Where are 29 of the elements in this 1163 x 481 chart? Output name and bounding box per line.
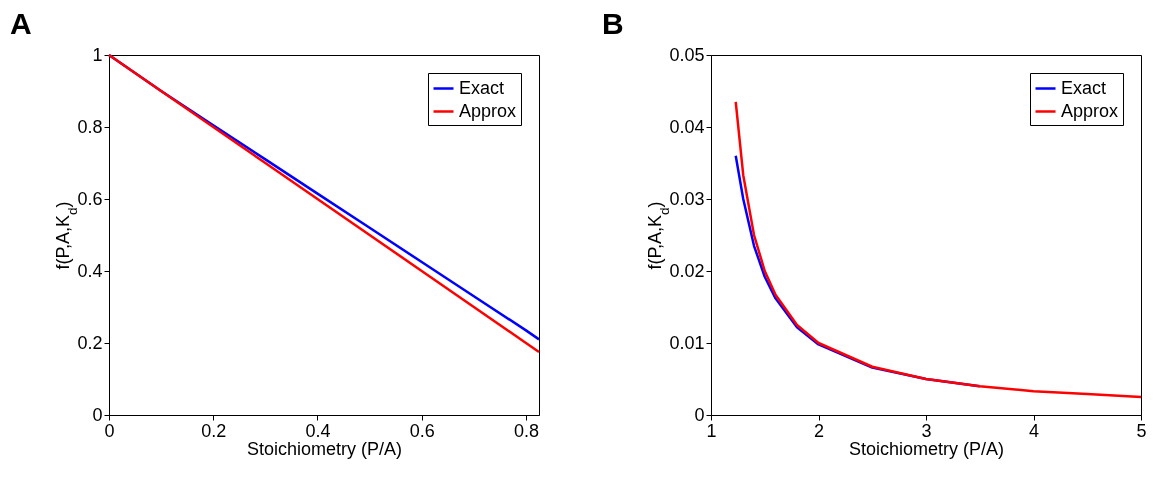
y-tick-label: 0.6 (77, 188, 103, 209)
y-tick-label: 1 (92, 44, 103, 65)
x-tick-label: 4 (1028, 420, 1040, 441)
x-tick-label: 0.8 (513, 420, 539, 441)
chart-title: B (601, 7, 624, 40)
legend-label: Exact (459, 77, 505, 98)
x-tick-label: 2 (813, 420, 825, 441)
y-tick-label: 0.02 (669, 260, 705, 281)
x-tick-label: 3 (921, 420, 932, 441)
y-tick-label: 0 (92, 404, 103, 425)
y-tick-label: 0 (694, 404, 705, 425)
legend-label: Approx (1061, 100, 1119, 121)
y-tick-label: 0.03 (669, 188, 705, 209)
x-tick-label: 0.6 (409, 420, 435, 441)
y-tick-label: 0.04 (669, 116, 705, 137)
legend-label: Exact (1061, 77, 1107, 98)
line-series (734, 100, 1143, 399)
chart-title: A (9, 7, 32, 40)
y-tick-label: 0.01 (669, 332, 705, 353)
legend-label: Approx (459, 100, 517, 121)
y-tick-label: 0.4 (77, 260, 103, 281)
x-axis-title: Stoichiometry (P/A) (246, 438, 403, 459)
x-tick-label: 0.2 (201, 420, 227, 441)
y-tick-label: 0.8 (77, 116, 103, 137)
x-axis-title: Stoichiometry (P/A) (848, 438, 1005, 459)
y-tick-label: 0.2 (77, 332, 103, 353)
x-tick-label: 5 (1136, 420, 1147, 441)
y-tick-label: 0.05 (669, 44, 705, 65)
x-tick-label: 0.4 (305, 420, 331, 441)
